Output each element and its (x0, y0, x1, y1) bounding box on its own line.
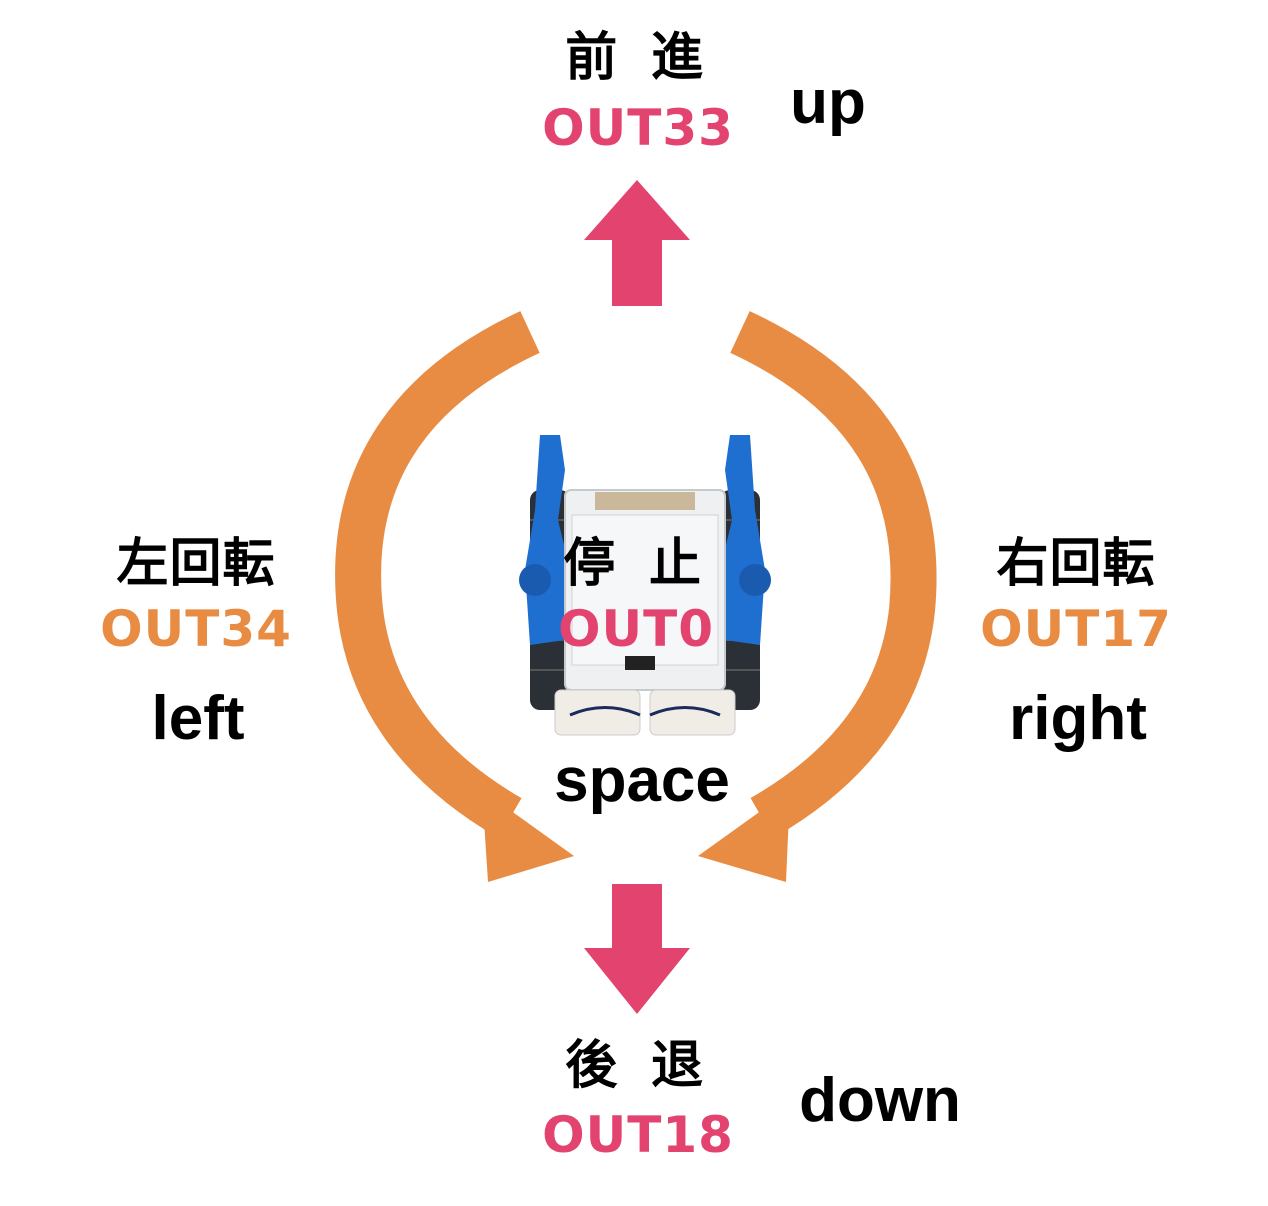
crawler-robot-image (519, 435, 771, 736)
forward-out-code: OUT33 (542, 99, 734, 157)
left-label-jp: 左回転 (116, 534, 276, 594)
right-label-jp: 右回転 (996, 534, 1156, 594)
stop-label-jp: 停 止 (563, 534, 709, 594)
arrow-down-icon (584, 884, 690, 1014)
forward-label-jp: 前 進 (565, 28, 711, 88)
back-out-code: OUT18 (542, 1106, 734, 1164)
forward-key: up (790, 68, 866, 137)
back-key: down (799, 1066, 961, 1135)
stop-key: space (554, 746, 730, 815)
curved-arrow-right-turn-icon (698, 311, 937, 882)
stop-out-code: OUT0 (557, 600, 715, 658)
back-label-jp: 後 退 (565, 1036, 711, 1096)
right-out-code: OUT17 (980, 600, 1172, 658)
arrow-up-icon (584, 180, 690, 306)
curved-arrow-left-turn-icon (335, 311, 574, 882)
left-key: left (151, 684, 245, 753)
right-key: right (1009, 684, 1147, 753)
left-out-code: OUT34 (100, 600, 292, 658)
